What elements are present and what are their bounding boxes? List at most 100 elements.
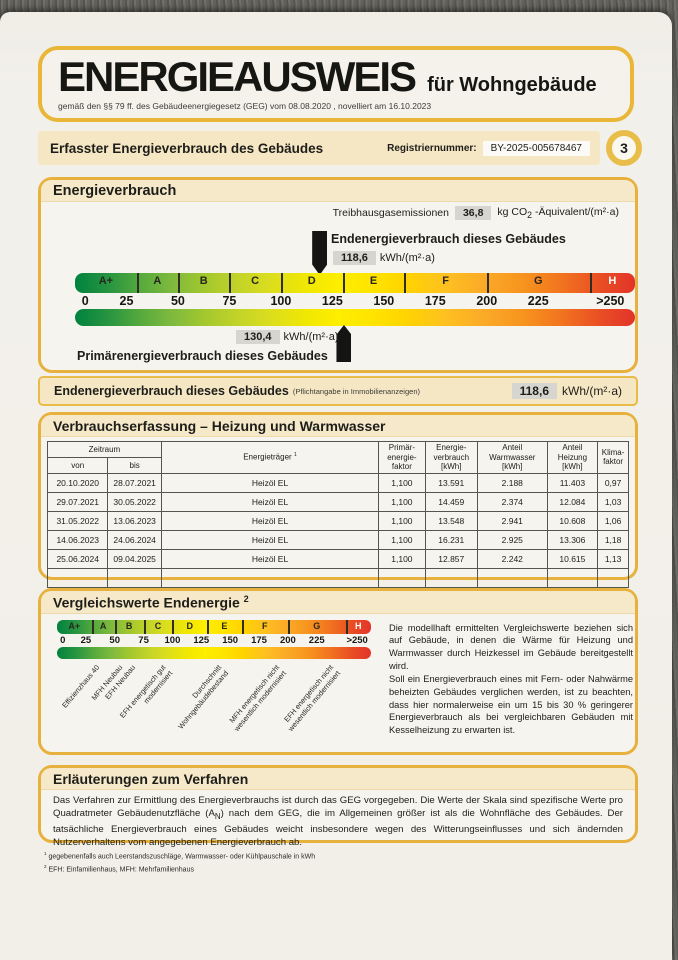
table-row: 31.05.2022 13.06.2023 Heizöl EL 1,100 13.548… [46,510,629,531]
table-cell: 16.231 [424,529,478,550]
table-cell: 13.548 [424,510,478,531]
col-bis: bis [107,456,162,474]
scale-tick-label: 225 [308,634,325,646]
comparison-scale-ticks: 0 25 50 75 100 125 150 175 200 225 >250 [57,634,371,647]
title-box: ENERGIEAUSWEIS für Wohngebäude gemäß den… [38,46,634,122]
table-cell: 28.07.2021 [107,472,162,493]
footnote-1: 1 gegebenenfalls auch Leerstandszuschläg… [44,851,316,861]
ghg-value: 36,8 [454,206,492,221]
header-bar: Erfasster Energieverbrauch des Gebäudes … [38,131,600,165]
scale-tick-label: 200 [279,634,296,646]
section-vergleichswerte-title: Vergleichswerte Endenergie 2 [41,591,635,614]
primary-energy-value: 130,4 [236,330,280,344]
consumption-table: Zeitraum Energieträger 1 Primär- energie… [46,441,629,588]
ghg-label: Treibhausgasemissionen [332,207,449,220]
end-energy-summary-bar: Endenergieverbrauch dieses Gebäudes (Pfl… [38,376,638,406]
efficiency-class-A: A [153,275,162,287]
table-cell: 1,100 [378,548,426,569]
reference-building-label: Effizienzhaus 40 [59,662,101,710]
col-energietraeger: Energieträger 1 [160,441,380,474]
energy-class-bar: A+ A B C D E F G H [75,273,635,293]
ghg-emissions-line: Treibhausgasemissionen 36,8 kg CO2 -Äqui… [333,206,619,220]
reference-building-label: EFH energetisch nicht wesentlich moderni… [282,662,343,733]
table-cell: 09.04.2025 [107,548,162,569]
table-row [46,567,629,588]
certificate-page: ENERGIEAUSWEIS für Wohngebäude gemäß den… [0,12,672,960]
end-energy-value: 118,6 [333,251,376,265]
comparison-scale: A+ A B C D E F G H 0 25 50 75 100 125 150 175 200 225 >250… [57,619,371,755]
efficiency-class-D: D [186,620,194,631]
class-divider [342,273,345,293]
table-cell: 1,03 [597,491,629,512]
table-cell: Heizöl EL [160,491,380,512]
class-divider [207,619,210,634]
scale-tick-label: 125 [193,634,210,646]
table-cell: 0,97 [597,472,629,493]
scale-tick-label: >250 [346,634,368,646]
table-cell: Heizöl EL [160,510,380,531]
table-cell: 1,100 [378,510,426,531]
table-row: 14.06.2023 24.06.2024 Heizöl EL 1,100 16.231… [46,529,629,550]
scale-tick-label: 75 [138,634,149,646]
table-cell [378,567,426,588]
section-energieverbrauch: Energieverbrauch Treibhausgasemissionen … [38,177,638,373]
table-cell: Heizöl EL [160,529,380,550]
section-erlaeuterungen: Erläuterungen zum Verfahren Das Verfahre… [38,765,638,848]
scale-tick-label: 175 [424,294,446,308]
col-von: von [46,456,109,474]
table-cell [424,567,478,588]
table-cell: 13.306 [546,529,599,550]
efficiency-class-H: H [355,620,362,631]
comparison-gradient-bar [57,646,371,659]
table-cell: 1,100 [378,472,426,493]
col-warmwasser: Anteil Warmwasser [kWh] [476,441,548,474]
efficiency-class-B: B [125,620,133,631]
scale-tick-label: 25 [80,634,92,646]
efficiency-class-F: F [442,275,449,287]
table-cell: 31.05.2022 [46,510,109,531]
class-divider [280,273,283,293]
class-divider [91,619,94,634]
table-row: 29.07.2021 30.05.2022 Heizöl EL 1,100 14.459… [46,491,629,512]
class-divider [241,619,244,634]
section-verbrauchserfassung: Verbrauchserfassung – Heizung und Warmwa… [38,412,638,588]
document-title: ENERGIEAUSWEIS [58,53,417,100]
comparison-description-p1: Die modellhaft ermittelten Vergleichswer… [389,622,633,672]
efficiency-class-E: E [369,275,378,287]
col-klimafaktor: Klima- faktor [597,441,629,474]
table-cell: 20.10.2020 [46,472,109,493]
energy-scale-ticks: 0 25 50 75 100 125 150 175 200 225 >250 [75,293,635,309]
table-cell [160,567,380,588]
erlaeuterungen-text: Das Verfahren zur Ermittlung des Energie… [53,795,623,848]
table-cell: 1,18 [597,529,629,550]
col-verbrauch: Energie- verbrauch [kWh] [424,441,478,474]
scale-tick-label: 0 [60,634,66,646]
class-divider [486,273,489,293]
scale-tick-label: 150 [373,294,395,308]
primary-energy-label: Primärenergieverbrauch dieses Gebäudes [77,349,328,363]
table-cell: 14.06.2023 [46,529,109,550]
table-cell: 13.591 [424,472,478,493]
table-cell: 29.07.2021 [46,491,109,512]
efficiency-class-C: C [251,275,260,287]
efficiency-class-G: G [533,275,543,287]
table-cell: 24.06.2024 [107,529,162,550]
primary-energy-value-line: 130,4 kWh/(m²·a) [236,330,339,344]
class-divider [345,619,348,634]
efficiency-class-A+: A+ [68,620,81,631]
class-divider [287,619,290,634]
footnote-2: 2 EFH: Einfamilienhaus, MFH: Mehrfamilie… [44,863,194,873]
document-title-suffix: für Wohngebäude [427,74,597,96]
efficiency-class-H: H [608,275,617,287]
table-cell: 2.941 [476,510,548,531]
efficiency-class-G: G [313,620,321,631]
scale-tick-label: 150 [222,634,239,646]
col-zeitraum: Zeitraum [47,441,162,458]
table-cell: Heizöl EL [160,472,380,493]
registry-number-label: Registriernummer: [387,142,477,154]
table-cell: 2.242 [476,548,548,569]
energy-scale: A+ A B C D E F G H 0 25 50 75 100 125 150 175 200 225 >250… [75,231,635,363]
class-divider [172,619,175,634]
efficiency-class-F: F [262,620,268,631]
